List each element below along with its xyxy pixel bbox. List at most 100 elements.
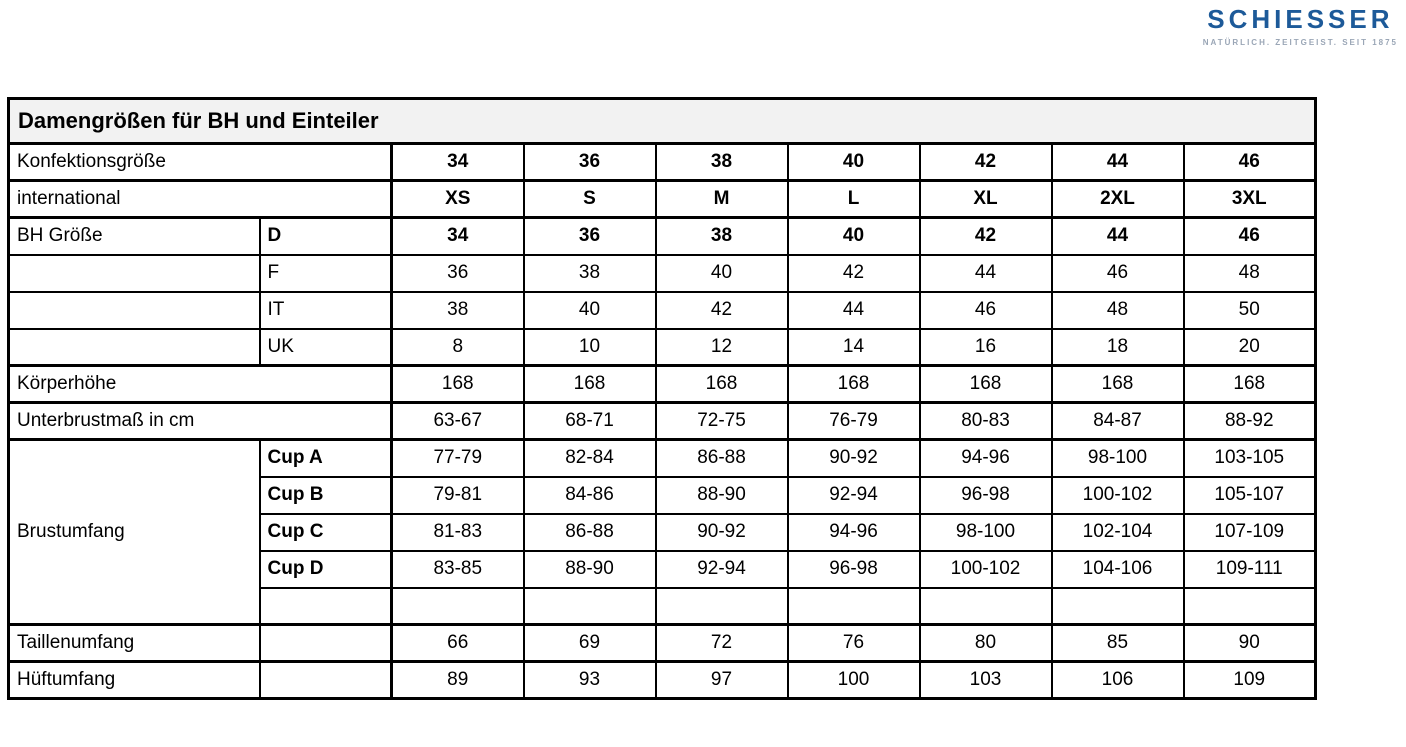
cell-value: 168	[1182, 364, 1317, 404]
cell-value	[1182, 586, 1317, 626]
cell-value: 42	[786, 253, 921, 293]
cell-value: XS	[390, 179, 525, 219]
cell-value: 90-92	[786, 438, 921, 478]
cell-value: 109-111	[1182, 549, 1317, 589]
table-title: Damengrößen für BH und Einteiler	[7, 97, 1317, 145]
cell-value	[786, 586, 921, 626]
cell-value: S	[522, 179, 657, 219]
table-row: Cup D 83-85 88-90 92-94 96-98 100-102 104-106 1…	[9, 549, 1317, 589]
cell-value: 14	[786, 327, 921, 367]
cell-value: 66	[390, 623, 525, 663]
cell-value: 80-83	[918, 401, 1053, 441]
cell-value: 20	[1182, 327, 1317, 367]
cell-value: 36	[390, 253, 525, 293]
cell-value: 103	[918, 660, 1053, 700]
cell-value: 46	[918, 290, 1053, 330]
cell-value: 86-88	[654, 438, 789, 478]
cell-value: 3XL	[1182, 179, 1317, 219]
table-row: international XS S M L XL 2XL 3XL	[7, 179, 1317, 219]
brand-logo: SCHIESSER NATÜRLICH. ZEITGEIST. SEIT 187…	[1203, 4, 1398, 47]
cell-value: 92-94	[654, 549, 789, 589]
cell-value	[522, 586, 657, 626]
cell-value: 168	[390, 364, 525, 404]
cell-value	[1050, 586, 1185, 626]
cell-value: 72-75	[654, 401, 789, 441]
cell-value: 38	[654, 216, 789, 256]
cell-value: 44	[1050, 142, 1185, 182]
row-label: Körperhöhe	[7, 364, 393, 404]
cell-value: 34	[390, 216, 525, 256]
row-sublabel	[258, 660, 393, 700]
row-label: international	[7, 179, 393, 219]
row-sublabel: UK	[258, 327, 393, 367]
cell-value: 46	[1050, 253, 1185, 293]
cell-value: 83-85	[390, 549, 525, 589]
cell-value: 168	[654, 364, 789, 404]
table-row	[9, 586, 1317, 626]
row-label: Brustumfang	[7, 438, 261, 626]
cell-value: 96-98	[786, 549, 921, 589]
cell-value: 106	[1050, 660, 1185, 700]
cell-value: 76-79	[786, 401, 921, 441]
cell-value: 48	[1182, 253, 1317, 293]
cell-value: 97	[654, 660, 789, 700]
cell-value: L	[786, 179, 921, 219]
cell-value: 38	[390, 290, 525, 330]
cell-value: 38	[522, 253, 657, 293]
table-row: Taillenumfang 66 69 72 76 80 85 90	[7, 623, 1317, 663]
cell-value: 44	[918, 253, 1053, 293]
cell-value: 102-104	[1050, 512, 1185, 552]
row-sublabel	[258, 623, 393, 663]
row-sublabel: Cup A	[258, 438, 393, 478]
cell-value: 168	[786, 364, 921, 404]
table-row: UK 8 10 12 14 16 18 20	[7, 327, 1317, 367]
cell-value: 68-71	[522, 401, 657, 441]
cell-value: 40	[522, 290, 657, 330]
cell-value: 94-96	[918, 438, 1053, 478]
table-row: F 36 38 40 42 44 46 48	[7, 253, 1317, 293]
cell-value: 40	[786, 142, 921, 182]
size-table: Damengrößen für BH und Einteiler Konfekt…	[7, 97, 1317, 700]
cell-value: 98-100	[1050, 438, 1185, 478]
cell-value: 12	[654, 327, 789, 367]
cell-value: 8	[390, 327, 525, 367]
cell-value: XL	[918, 179, 1053, 219]
cell-value: 42	[918, 142, 1053, 182]
cell-value: 84-86	[522, 475, 657, 515]
cell-value: M	[654, 179, 789, 219]
cell-value: 107-109	[1182, 512, 1317, 552]
cell-value: 89	[390, 660, 525, 700]
cell-value: 100-102	[918, 549, 1053, 589]
cell-value	[390, 586, 525, 626]
cell-value: 85	[1050, 623, 1185, 663]
cell-value: 80	[918, 623, 1053, 663]
cell-value: 168	[918, 364, 1053, 404]
cell-value: 92-94	[786, 475, 921, 515]
cell-value	[654, 586, 789, 626]
cell-value: 86-88	[522, 512, 657, 552]
row-label	[7, 290, 261, 330]
table-row: Körperhöhe 168 168 168 168 168 168 168	[7, 364, 1317, 404]
row-label: Konfektionsgröße	[7, 142, 393, 182]
cell-value: 42	[918, 216, 1053, 256]
cell-value: 40	[654, 253, 789, 293]
row-label: BH Größe	[7, 216, 261, 256]
cell-value: 63-67	[390, 401, 525, 441]
cell-value: 88-90	[522, 549, 657, 589]
row-label	[7, 253, 261, 293]
cell-value: 82-84	[522, 438, 657, 478]
cell-value: 69	[522, 623, 657, 663]
cell-value: 104-106	[1050, 549, 1185, 589]
cell-value: 88-92	[1182, 401, 1317, 441]
cell-value: 36	[522, 216, 657, 256]
row-sublabel: IT	[258, 290, 393, 330]
cell-value: 105-107	[1182, 475, 1317, 515]
row-label: Taillenumfang	[7, 623, 261, 663]
brand-name: SCHIESSER	[1207, 4, 1394, 34]
row-label	[7, 327, 261, 367]
cell-value: 76	[786, 623, 921, 663]
row-sublabel	[258, 586, 393, 626]
cell-value: 44	[1050, 216, 1185, 256]
row-sublabel: F	[258, 253, 393, 293]
